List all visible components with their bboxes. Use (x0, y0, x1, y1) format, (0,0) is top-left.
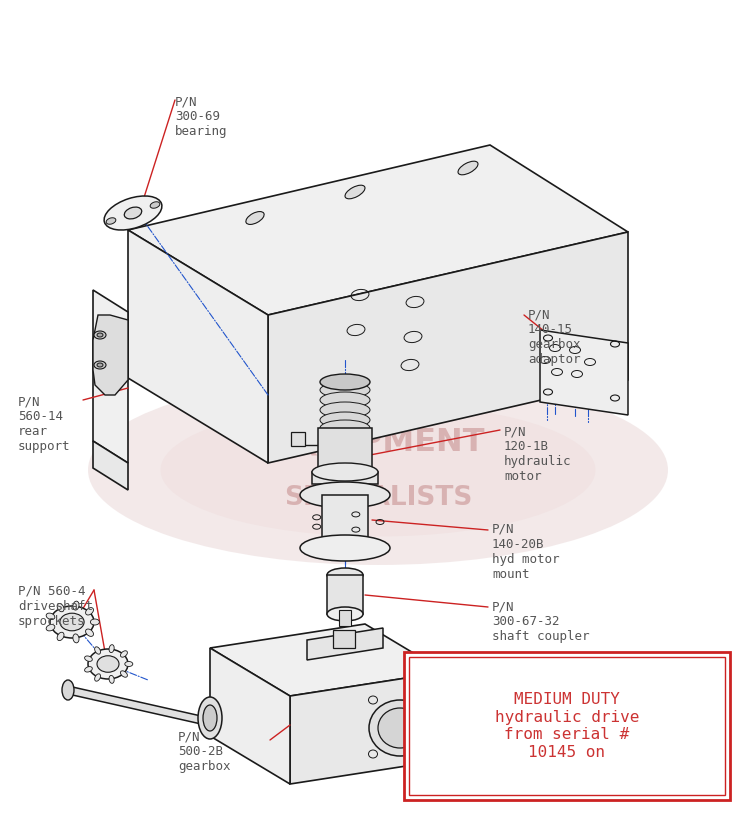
Ellipse shape (121, 671, 128, 677)
Ellipse shape (320, 374, 370, 390)
Polygon shape (128, 145, 628, 315)
Polygon shape (93, 290, 128, 463)
Ellipse shape (57, 632, 64, 640)
Ellipse shape (97, 333, 103, 337)
Bar (291, 432, 305, 446)
Ellipse shape (94, 674, 100, 681)
Text: P/N
140-15
gearbox
adaptor: P/N 140-15 gearbox adaptor (528, 308, 581, 366)
Polygon shape (327, 575, 363, 614)
Polygon shape (210, 624, 445, 696)
Ellipse shape (318, 464, 372, 480)
Text: P/N
560-14
rear
support: P/N 560-14 rear support (18, 395, 70, 453)
Ellipse shape (161, 404, 596, 536)
Ellipse shape (85, 607, 94, 615)
Ellipse shape (109, 644, 114, 653)
Ellipse shape (320, 382, 370, 398)
Ellipse shape (121, 651, 128, 658)
Ellipse shape (62, 680, 74, 700)
Ellipse shape (88, 649, 128, 679)
Polygon shape (93, 441, 128, 490)
Bar (404, 652, 730, 800)
Ellipse shape (345, 185, 365, 199)
Polygon shape (68, 686, 210, 726)
Ellipse shape (85, 656, 92, 662)
Ellipse shape (50, 606, 94, 638)
Text: P/N
120-1B
hydraulic
motor: P/N 120-1B hydraulic motor (504, 425, 572, 483)
Ellipse shape (320, 392, 370, 408)
Ellipse shape (320, 402, 370, 418)
Ellipse shape (94, 647, 100, 654)
Ellipse shape (246, 212, 264, 224)
Ellipse shape (94, 361, 106, 369)
Text: EQUIPMENT: EQUIPMENT (272, 427, 484, 457)
Polygon shape (210, 648, 290, 784)
Ellipse shape (198, 697, 222, 739)
Polygon shape (128, 230, 268, 463)
Ellipse shape (57, 603, 64, 611)
Ellipse shape (104, 196, 162, 230)
Ellipse shape (300, 535, 390, 561)
Ellipse shape (94, 331, 106, 339)
Text: P/N
500-2B
gearbox: P/N 500-2B gearbox (178, 730, 230, 773)
Polygon shape (312, 472, 378, 484)
Polygon shape (93, 315, 128, 395)
Ellipse shape (106, 218, 116, 224)
Ellipse shape (73, 634, 79, 643)
Ellipse shape (125, 207, 142, 219)
Ellipse shape (85, 667, 92, 672)
Ellipse shape (109, 676, 114, 683)
Ellipse shape (85, 629, 94, 636)
Ellipse shape (60, 613, 84, 631)
Ellipse shape (320, 412, 370, 428)
Ellipse shape (97, 656, 119, 672)
Ellipse shape (46, 613, 55, 620)
Ellipse shape (150, 202, 160, 208)
Ellipse shape (369, 700, 431, 756)
Polygon shape (290, 672, 445, 784)
Polygon shape (307, 628, 383, 660)
Ellipse shape (458, 162, 478, 175)
Ellipse shape (91, 619, 100, 625)
Bar (339, 610, 351, 626)
Ellipse shape (125, 662, 133, 667)
Ellipse shape (97, 363, 103, 367)
Polygon shape (540, 330, 628, 415)
Ellipse shape (73, 602, 79, 610)
Text: SPECIALISTS: SPECIALISTS (284, 485, 472, 511)
Ellipse shape (46, 625, 55, 631)
Polygon shape (318, 428, 372, 472)
Text: P/N
140-20B
hyd motor
mount: P/N 140-20B hyd motor mount (492, 523, 559, 581)
Polygon shape (268, 232, 628, 463)
Ellipse shape (327, 607, 363, 621)
Bar (333, 630, 355, 648)
Ellipse shape (320, 420, 370, 436)
Text: P/N
300-67-32
shaft coupler: P/N 300-67-32 shaft coupler (492, 600, 590, 643)
Ellipse shape (88, 375, 668, 565)
Text: P/N 560-4
driveshaft
sprockets: P/N 560-4 driveshaft sprockets (18, 585, 93, 628)
Ellipse shape (203, 705, 217, 731)
Ellipse shape (378, 708, 422, 748)
Ellipse shape (312, 463, 378, 481)
Text: MEDIUM DUTY
hydraulic drive
from serial #
10145 on: MEDIUM DUTY hydraulic drive from serial … (495, 692, 639, 760)
Ellipse shape (327, 568, 363, 582)
Polygon shape (322, 495, 368, 548)
Text: P/N
300-69
bearing: P/N 300-69 bearing (175, 95, 227, 138)
Bar (409, 657, 725, 795)
Ellipse shape (300, 482, 390, 508)
